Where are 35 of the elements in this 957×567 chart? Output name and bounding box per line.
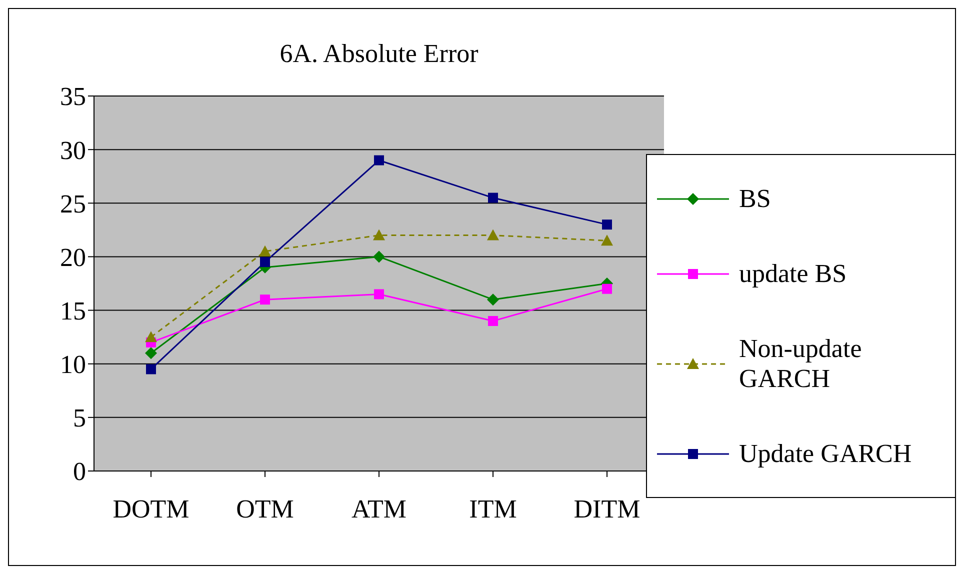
y-tick-label: 0 (73, 457, 86, 486)
legend-label: BS (739, 184, 771, 214)
y-tick-label: 25 (60, 189, 86, 218)
point (260, 294, 270, 305)
y-tick-label: 10 (60, 350, 86, 380)
point (374, 155, 384, 166)
legend-label: Non-update GARCH (739, 334, 863, 394)
x-tick-label: ATM (352, 494, 406, 524)
point (145, 347, 157, 360)
point (487, 294, 499, 306)
point (602, 284, 612, 294)
point (602, 220, 612, 230)
y-tick-label: 30 (60, 136, 86, 165)
point (146, 364, 156, 374)
point (374, 289, 384, 300)
x-tick-label: DOTM (112, 494, 190, 524)
point (488, 192, 498, 203)
y-tick-label: 15 (60, 296, 86, 326)
legend-label: update BS (739, 258, 847, 288)
chart-title: 6A. Absolute Error (278, 39, 480, 69)
y-tick-label: 35 (60, 82, 86, 112)
point (487, 229, 499, 240)
x-tick-label: ITM (469, 494, 517, 524)
y-tick-label: 20 (60, 242, 86, 272)
point (373, 229, 385, 240)
point (488, 316, 498, 326)
y-tick-label: 5 (73, 404, 86, 433)
point (259, 245, 271, 256)
point (373, 250, 385, 263)
x-tick-label: DITM (574, 494, 640, 524)
point (601, 234, 613, 246)
legend-label: Update GARCH (739, 438, 912, 468)
point (260, 257, 270, 268)
x-tick-label: OTM (236, 494, 294, 524)
point (145, 331, 157, 342)
